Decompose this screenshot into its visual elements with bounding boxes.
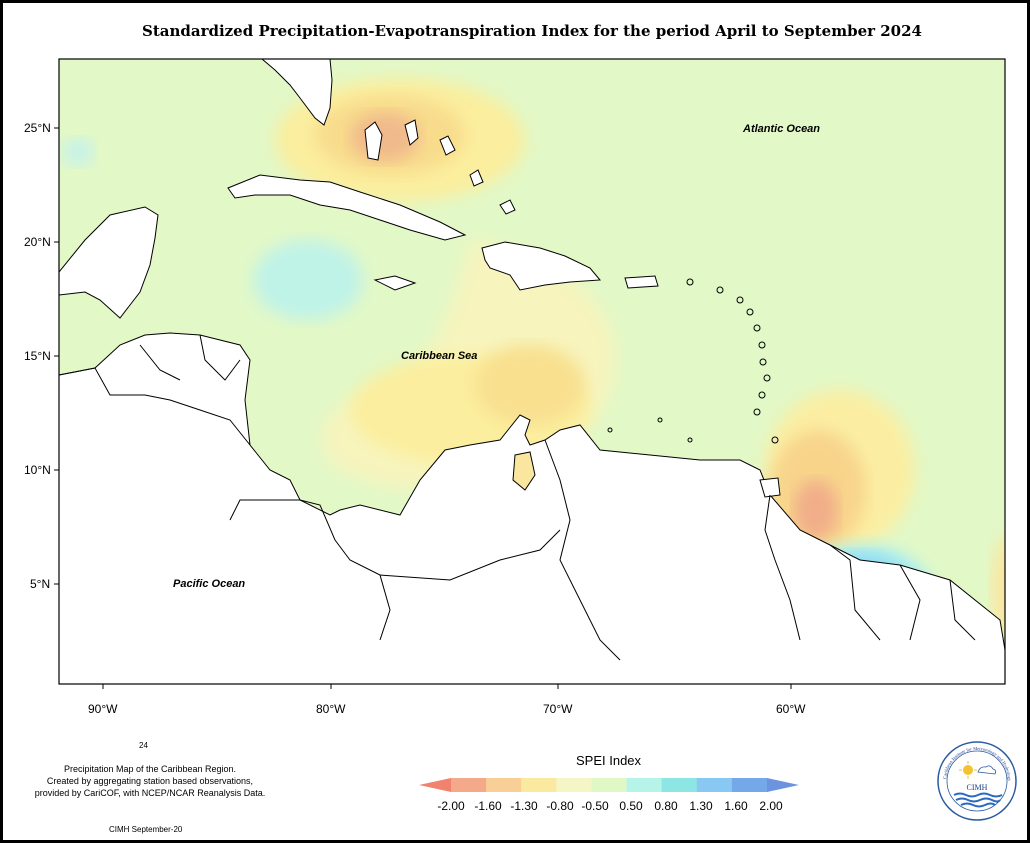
legend-tick: 1.30 — [689, 799, 713, 813]
lat-label: 20°N — [24, 235, 51, 249]
lon-label: 80°W — [316, 702, 346, 716]
note-line: provided by CariCOF, with NCEP/NCAR Rean… — [34, 788, 266, 798]
map-note: Precipitation Map of the Caribbean Regio… — [10, 763, 290, 799]
legend-colorbar — [419, 778, 799, 792]
legend-swatch — [661, 778, 698, 792]
legend-tick: -2.00 — [437, 799, 465, 813]
spei-anomaly-guyana — [765, 390, 915, 550]
yucatan — [59, 206, 159, 319]
legend-swatch — [767, 778, 799, 792]
note-line: Precipitation Map of the Caribbean Regio… — [63, 764, 237, 774]
caribbean-sea-label: Caribbean Sea — [401, 350, 478, 362]
legend-tick: -1.30 — [510, 799, 538, 813]
legend-swatch — [626, 778, 663, 792]
lon-label: 70°W — [543, 702, 573, 716]
landmasses — [59, 59, 1005, 684]
legend-title: SPEI Index — [576, 753, 642, 768]
lake-maracaibo — [512, 451, 536, 491]
legend-tick: -1.60 — [474, 799, 502, 813]
spei-anomaly-central-caribbean — [321, 240, 616, 489]
legend-swatch — [591, 778, 628, 792]
page-number: 24 — [139, 741, 148, 750]
legend-swatch — [486, 778, 522, 792]
map-title: Standardized Precipitation-Evapotranspir… — [141, 22, 922, 40]
legend-tick: -0.80 — [546, 799, 574, 813]
pacific-ocean-label: Pacific Ocean — [173, 578, 246, 590]
spei-anomaly-bahamas — [275, 78, 525, 202]
lat-label: 10°N — [24, 463, 51, 477]
legend-tick: 2.00 — [759, 799, 783, 813]
florida — [261, 59, 333, 126]
trinidad — [759, 477, 781, 498]
lat-label: 15°N — [24, 349, 51, 363]
cuba — [227, 174, 467, 241]
lon-label: 60°W — [776, 702, 806, 716]
puerto-rico — [624, 275, 659, 289]
waves-icon — [953, 792, 1003, 808]
legend-swatch — [521, 778, 557, 792]
hispaniola — [481, 241, 602, 291]
legend-tick: 1.60 — [724, 799, 748, 813]
lat-label: 25°N — [24, 121, 51, 135]
note-line: Created by aggregating station based obs… — [46, 776, 254, 786]
legend-tick: 0.80 — [654, 799, 678, 813]
lesser-antilles — [607, 278, 779, 444]
country-borders — [59, 334, 976, 661]
map-border — [58, 58, 1006, 685]
jamaica — [373, 275, 417, 291]
lon-label: 90°W — [88, 702, 118, 716]
south-central-america — [59, 332, 1005, 684]
axis-ticks — [54, 127, 792, 689]
legend-tick: -0.50 — [581, 799, 609, 813]
legend-tick: 0.50 — [619, 799, 643, 813]
legend-swatch — [731, 778, 768, 792]
andros — [364, 121, 383, 161]
credit-text: CIMH September-20 — [109, 825, 183, 834]
spei-anomaly-western-caribbean — [253, 240, 363, 320]
sun-icon — [963, 765, 973, 775]
legend-swatch — [419, 778, 451, 792]
atlantic-ocean-label: Atlantic Ocean — [743, 123, 821, 135]
legend-swatch — [451, 778, 487, 792]
logo-text: CIMH — [967, 783, 988, 792]
cimh-logo: CIMH Caribbean Institute for Meteorology… — [937, 741, 1017, 821]
lat-label: 5°N — [30, 577, 51, 591]
legend-swatch — [556, 778, 592, 792]
cloud-icon — [977, 765, 997, 775]
legend-swatch — [696, 778, 733, 792]
